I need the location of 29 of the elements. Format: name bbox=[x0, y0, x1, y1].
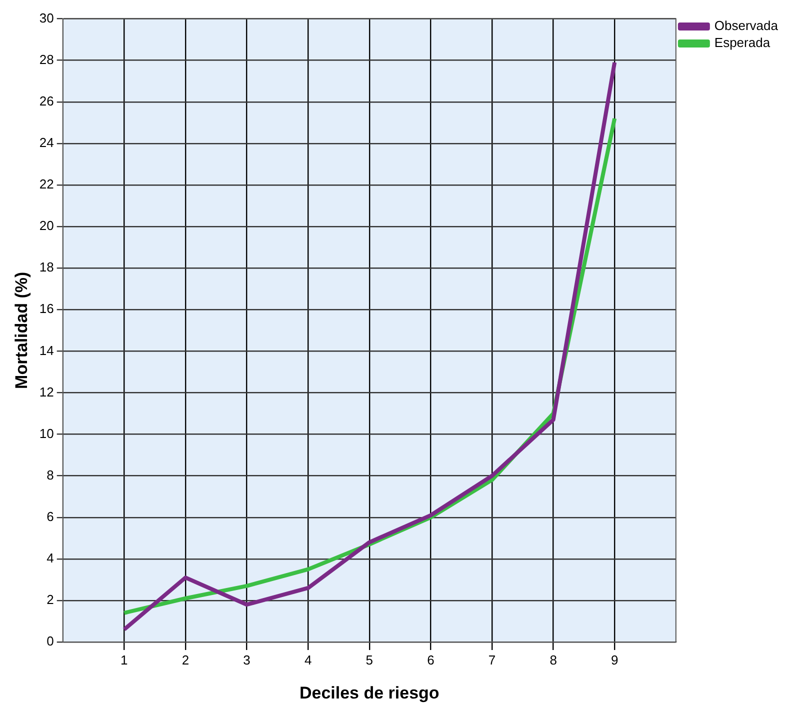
y-tick-label: 4 bbox=[46, 550, 54, 566]
y-tick-label: 0 bbox=[46, 634, 54, 649]
x-tick-label: 2 bbox=[182, 652, 190, 668]
x-tick-label: 9 bbox=[610, 652, 618, 668]
x-tick-label: 3 bbox=[243, 652, 250, 668]
y-tick-label: 28 bbox=[39, 52, 54, 67]
y-axis-title: Mortalidad (%) bbox=[12, 272, 31, 389]
x-tick-label: 8 bbox=[550, 652, 557, 668]
y-tick-label: 30 bbox=[39, 10, 54, 26]
x-tick-label: 5 bbox=[366, 652, 373, 668]
y-tick-label: 20 bbox=[39, 218, 54, 234]
x-axis-title: Deciles de riesgo bbox=[299, 683, 440, 702]
y-tick-label: 8 bbox=[46, 467, 54, 482]
y-tick-label: 26 bbox=[39, 93, 54, 108]
x-tick-label: 1 bbox=[120, 652, 128, 668]
y-tick-label: 2 bbox=[46, 592, 54, 608]
legend-label: Esperada bbox=[714, 35, 771, 50]
y-tick-label: 10 bbox=[39, 426, 54, 441]
y-tick-label: 6 bbox=[46, 508, 54, 524]
y-tick-label: 18 bbox=[39, 260, 54, 275]
y-tick-label: 24 bbox=[39, 135, 54, 150]
y-tick-label: 22 bbox=[39, 176, 54, 192]
x-tick-label: 7 bbox=[488, 652, 496, 668]
x-tick-label: 4 bbox=[304, 652, 312, 668]
y-tick-label: 12 bbox=[39, 384, 54, 400]
y-tick-label: 14 bbox=[39, 342, 54, 358]
x-tick-label: 6 bbox=[427, 652, 434, 668]
legend-label: Observada bbox=[714, 18, 779, 34]
y-tick-label: 16 bbox=[39, 301, 54, 316]
